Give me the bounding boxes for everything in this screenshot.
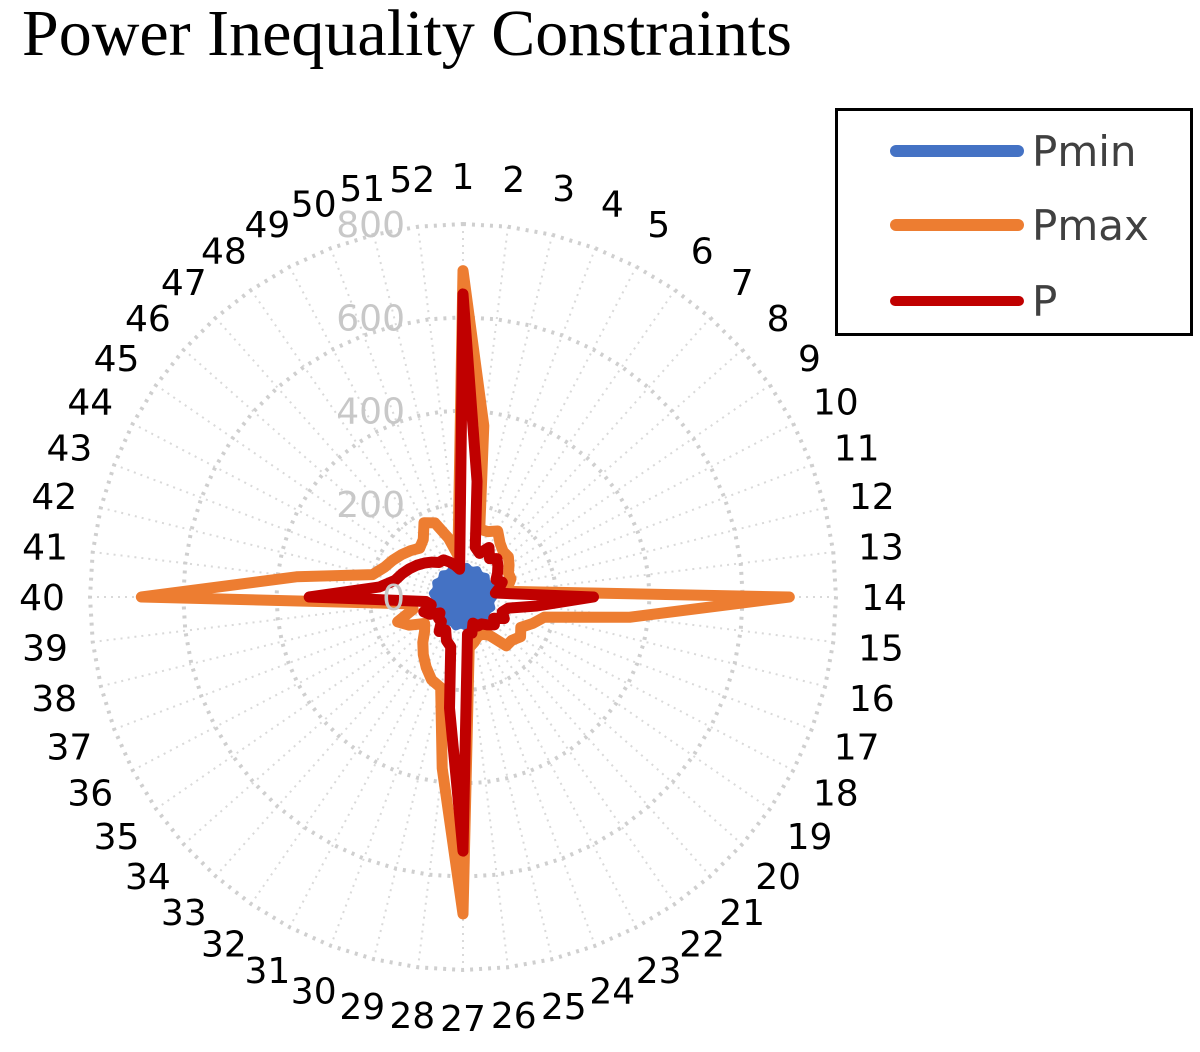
- category-label: 34: [125, 857, 171, 898]
- legend-item-pmin: Pmin: [890, 121, 1137, 181]
- category-label: 45: [94, 339, 140, 380]
- category-label: 21: [719, 893, 765, 934]
- category-label: 24: [589, 972, 635, 1013]
- legend-item-pmax: Pmax: [890, 195, 1149, 255]
- category-label: 44: [67, 382, 113, 423]
- category-label: 13: [858, 527, 904, 568]
- grid-ring: [367, 501, 559, 693]
- tick-label: 600: [336, 298, 405, 339]
- category-label: 47: [161, 263, 207, 304]
- category-label: 43: [46, 429, 92, 470]
- category-label: 6: [691, 232, 714, 273]
- category-label: 7: [731, 263, 754, 304]
- spoke-line: [462, 289, 676, 598]
- category-label: 38: [31, 679, 77, 720]
- category-label: 29: [339, 987, 385, 1028]
- category-label: 22: [679, 924, 725, 965]
- category-label: 9: [798, 339, 821, 380]
- category-label: 49: [244, 205, 290, 246]
- category-label: 52: [389, 160, 435, 201]
- category-label: 14: [861, 578, 907, 619]
- series-pmax: [135, 265, 795, 920]
- category-label: 30: [291, 972, 337, 1013]
- category-label: 46: [125, 299, 171, 340]
- grid-ring: [87, 221, 839, 973]
- category-label: 16: [849, 679, 895, 720]
- series-p: [303, 288, 600, 857]
- category-label: 10: [813, 382, 859, 423]
- category-label: 17: [834, 727, 880, 768]
- legend-swatch-pmin: [890, 145, 1024, 157]
- spoke-line: [250, 596, 464, 905]
- category-label: 40: [19, 578, 65, 619]
- category-label: 28: [389, 996, 435, 1037]
- category-label: 41: [22, 527, 68, 568]
- category-label: 5: [647, 205, 670, 246]
- category-label: 48: [201, 232, 247, 273]
- category-label: 51: [339, 169, 385, 210]
- category-label: 25: [541, 987, 587, 1028]
- category-label: 31: [244, 951, 290, 992]
- category-label: 4: [601, 184, 624, 225]
- radial-tick-labels: 0 200 400 600 800: [336, 205, 405, 619]
- spoke-line: [462, 596, 597, 947]
- category-label: 37: [46, 727, 92, 768]
- category-label: 50: [291, 184, 337, 225]
- legend-item-p: P: [890, 271, 1057, 331]
- legend-swatch-p: [890, 296, 1024, 306]
- category-label: 11: [834, 429, 880, 470]
- legend-label-p: P: [1032, 276, 1058, 326]
- category-label: 39: [22, 629, 68, 670]
- radar-series: [135, 265, 795, 920]
- category-label: 32: [201, 924, 247, 965]
- chart-title: Power Inequality Constraints: [22, 0, 792, 70]
- spoke-line: [462, 596, 794, 772]
- tick-label: 400: [336, 392, 405, 433]
- series-pmin: [428, 562, 498, 632]
- legend-label-pmin: Pmin: [1032, 126, 1137, 176]
- category-label: 42: [31, 477, 77, 518]
- category-label: 18: [813, 774, 859, 815]
- category-label: 27: [440, 999, 486, 1040]
- legend-label-pmax: Pmax: [1032, 200, 1149, 250]
- category-label: 1: [452, 157, 475, 198]
- category-label: 36: [67, 774, 113, 815]
- tick-label: 800: [336, 205, 405, 246]
- category-label: 12: [849, 477, 895, 518]
- tick-label: 200: [336, 485, 405, 526]
- category-label: 15: [858, 629, 904, 670]
- spoke-line: [462, 506, 826, 598]
- category-label: 20: [755, 857, 801, 898]
- category-label: 35: [94, 817, 140, 858]
- category-label: 2: [502, 160, 525, 201]
- category-label: 23: [636, 951, 682, 992]
- tick-label: 0: [382, 578, 405, 619]
- category-labels: 1 2 3 4567891011121314151617181920212223242…: [19, 157, 907, 1040]
- category-label: 8: [767, 299, 790, 340]
- category-label: 26: [491, 996, 537, 1037]
- legend-swatch-pmax: [890, 219, 1024, 231]
- legend: Pmin Pmax P: [835, 108, 1193, 336]
- category-label: 19: [787, 817, 833, 858]
- category-label: 33: [161, 893, 207, 934]
- category-label: 3: [552, 169, 575, 210]
